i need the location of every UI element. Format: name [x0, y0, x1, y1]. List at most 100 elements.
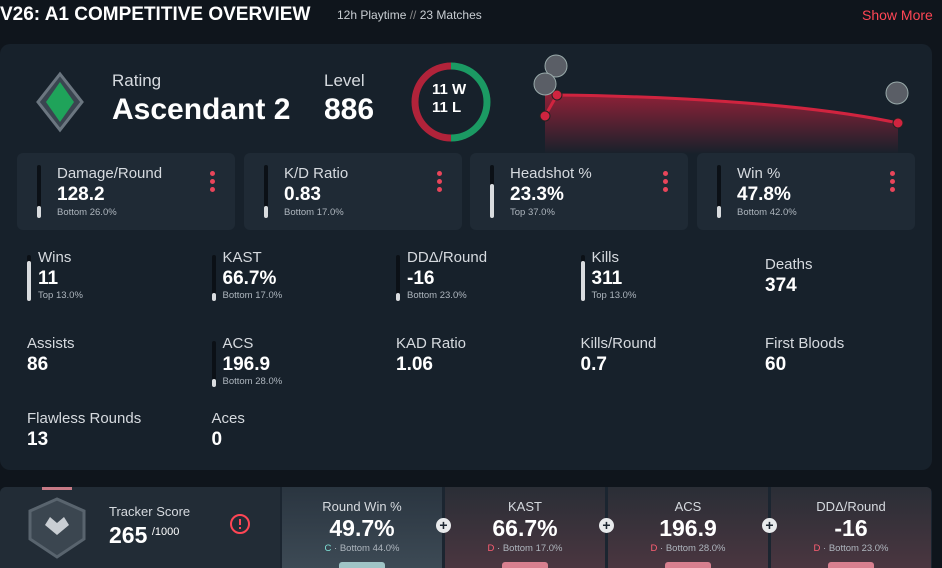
- rank-icon: [885, 81, 909, 105]
- grade-bar: [339, 562, 385, 568]
- bar-fill: [396, 293, 400, 301]
- playtime: 12h Playtime: [337, 8, 407, 22]
- rank: Bottom 17.0%: [502, 543, 563, 554]
- stat-rank: Bottom 26.0%: [57, 207, 117, 218]
- grade-bar: [828, 562, 874, 568]
- menu-dot[interactable]: [890, 179, 895, 184]
- matches: 23 Matches: [419, 8, 482, 22]
- bar-fill: [211, 293, 216, 301]
- stat-card: Win % 47.8% Bottom 42.0%: [697, 153, 915, 230]
- stat-label: DDΔ/Round: [407, 249, 488, 266]
- rank-gem: [46, 82, 74, 122]
- summary-rank: D · Bottom 23.0%: [771, 543, 931, 554]
- info-glyph: [239, 527, 241, 529]
- record: 11 W 11 L: [432, 81, 466, 117]
- stat-rank: Top 13.0%: [38, 290, 83, 301]
- meta: 12h Playtime // 23 Matches: [337, 8, 482, 22]
- summary-label: Round Win %: [322, 499, 402, 514]
- level: 886: [324, 93, 375, 126]
- menu-dot[interactable]: [210, 187, 215, 192]
- stat-label: Kills: [591, 249, 620, 266]
- stat-rank: Top 37.0%: [510, 207, 555, 218]
- bar-fill: [717, 206, 721, 218]
- separator: ·: [823, 543, 827, 554]
- stat-label: K/D Ratio: [284, 165, 349, 182]
- stat-rank: Bottom 42.0%: [737, 207, 797, 218]
- separator: //: [409, 8, 417, 22]
- stat-label: First Bloods: [765, 335, 845, 352]
- summary-value: 66.7%: [492, 515, 558, 541]
- stat-value: 128.2: [57, 184, 105, 205]
- stat-card: K/D Ratio 0.83 Bottom 17.0%: [244, 153, 462, 230]
- menu-dot[interactable]: [437, 171, 442, 176]
- stat-value: 0.7: [580, 354, 607, 375]
- accent: [42, 487, 72, 490]
- rank: Bottom 28.0%: [665, 543, 726, 554]
- stat-value: 86: [27, 354, 49, 375]
- summary-label: ACS: [674, 499, 702, 514]
- menu-dot[interactable]: [663, 179, 668, 184]
- show-more[interactable]: Show More: [862, 7, 933, 23]
- percentile-bar: [211, 255, 216, 301]
- bar-fill: [490, 184, 494, 218]
- grade: D: [487, 543, 495, 554]
- menu-dot[interactable]: [210, 179, 215, 184]
- grade: D: [813, 543, 821, 554]
- rating-label: Rating: [112, 71, 162, 90]
- stat-rank: Bottom 17.0%: [284, 207, 344, 218]
- stat-card: Damage/Round 128.2 Bottom 26.0%: [17, 153, 235, 230]
- losses: 11: [432, 99, 448, 116]
- stat-label: KAST: [222, 249, 262, 266]
- tracker-label: Tracker Score: [109, 504, 191, 519]
- menu-dot[interactable]: [663, 187, 668, 192]
- stat-label: Win %: [737, 165, 781, 182]
- separator: ·: [660, 543, 664, 554]
- stat-label: Headshot %: [510, 165, 592, 182]
- stat-card: Headshot % 23.3% Top 37.0%: [470, 153, 688, 230]
- summary-rank: D · Bottom 28.0%: [608, 543, 768, 554]
- percentile-bar: [396, 255, 400, 301]
- grade: D: [650, 543, 658, 554]
- rank: Bottom 44.0%: [339, 543, 400, 554]
- menu-dot[interactable]: [890, 171, 895, 176]
- stat-label: Flawless Rounds: [27, 410, 142, 427]
- percentile-bar: [490, 165, 494, 218]
- stat-value: 60: [765, 354, 787, 375]
- menu-dot[interactable]: [437, 179, 442, 184]
- rank-icon: [544, 54, 568, 78]
- summary-value: -16: [834, 515, 868, 541]
- menu-dot[interactable]: [890, 187, 895, 192]
- stat-label: Damage/Round: [57, 165, 163, 182]
- plus-icon: +: [599, 518, 614, 533]
- stat-value: 374: [765, 275, 797, 296]
- stat-value: 47.8%: [737, 184, 791, 205]
- summary-cell: ACS 196.9 D · Bottom 28.0%: [608, 487, 768, 568]
- info-icon[interactable]: [230, 514, 250, 534]
- grade: C: [324, 543, 332, 554]
- menu-dot[interactable]: [210, 171, 215, 176]
- separator: ·: [497, 543, 501, 554]
- bar-fill: [37, 206, 41, 218]
- separator: ·: [334, 543, 338, 554]
- rank: Bottom 23.0%: [828, 543, 889, 554]
- summary-label: DDΔ/Round: [816, 499, 886, 514]
- stat-value: 0: [211, 429, 223, 450]
- menu-dot[interactable]: [437, 187, 442, 192]
- percentile-bar: [211, 341, 216, 387]
- record-arc: [450, 62, 491, 142]
- grade-bar: [665, 562, 711, 568]
- stat-value: 66.7%: [222, 268, 277, 289]
- record-arc: [411, 62, 452, 142]
- rating-area: [545, 92, 898, 154]
- summary-cell: DDΔ/Round -16 D · Bottom 23.0%: [771, 487, 931, 568]
- stat-value: 11: [38, 268, 59, 289]
- stat-label: Deaths: [765, 256, 813, 273]
- title: V26: A1 COMPETITIVE OVERVIEW: [0, 4, 311, 25]
- menu-dot[interactable]: [663, 171, 668, 176]
- rating: Ascendant 2: [112, 93, 291, 126]
- percentile-bar: [37, 165, 41, 218]
- grade-bar: [502, 562, 548, 568]
- bar-fill: [580, 261, 585, 301]
- stat-rank: Bottom 23.0%: [407, 290, 467, 301]
